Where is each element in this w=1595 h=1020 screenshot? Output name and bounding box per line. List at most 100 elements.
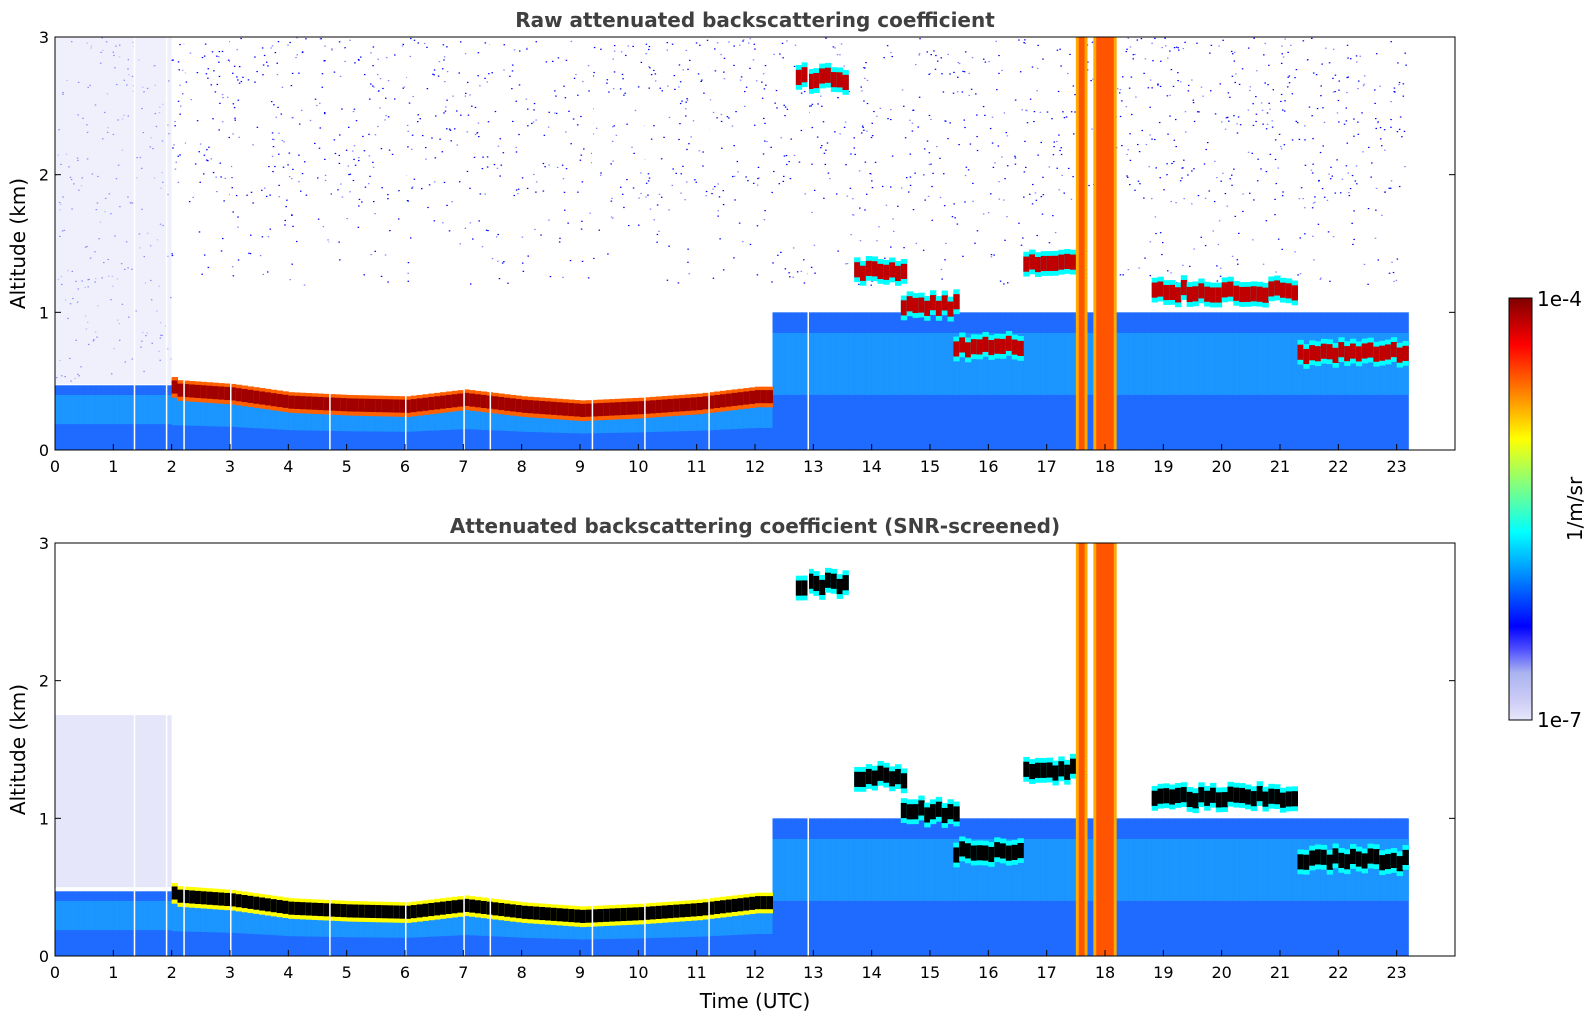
noise-pixel: [361, 201, 363, 203]
noise-pixel: [1353, 238, 1355, 241]
aerosol-band: [1151, 838, 1158, 901]
noise-pixel: [319, 127, 322, 129]
noise-pixel: [548, 164, 550, 166]
aerosol-band: [889, 332, 896, 395]
aerosol-band: [1064, 332, 1071, 395]
noise-pixel: [1167, 133, 1169, 135]
noise-pixel: [1332, 91, 1335, 93]
aerosol-band: [212, 905, 219, 933]
noise-pixel: [1266, 112, 1269, 114]
noise-pixel: [330, 193, 332, 195]
noise-pixel: [790, 138, 792, 140]
noise-pixel: [1193, 248, 1195, 250]
noise-pixel: [259, 255, 262, 257]
noise-pixel: [745, 86, 748, 88]
noise-pixel: [1265, 128, 1268, 130]
aerosol-band: [1210, 838, 1217, 901]
noise-pixel: [324, 158, 326, 160]
aerosol-band: [1320, 332, 1328, 395]
noise-pixel: [339, 134, 341, 136]
noise-pixel: [267, 236, 270, 238]
boundary-layer-top: [673, 398, 680, 412]
aerosol-band: [346, 410, 353, 432]
noise-pixel: [722, 204, 725, 206]
cloud-layer: [1332, 347, 1339, 363]
aerosol-band: [253, 403, 260, 429]
noise-pixel: [218, 61, 220, 63]
aerosol-band: [819, 332, 826, 395]
noise-pixel: [976, 135, 978, 138]
noise-pixel: [174, 125, 176, 127]
noise-pixel: [988, 61, 990, 63]
noise-pixel: [368, 133, 370, 135]
noise-pixel: [927, 195, 930, 197]
noise-pixel: [612, 217, 614, 219]
noise-pixel: [448, 128, 451, 130]
noise-pixel: [419, 118, 421, 120]
noise-pixel: [917, 126, 919, 128]
cloud-layer: [1256, 286, 1263, 302]
aerosol-band: [947, 332, 954, 395]
aerosol-band: [416, 410, 423, 432]
noise-pixel: [873, 110, 875, 113]
noise-pixel: [443, 181, 446, 184]
aerosol-band: [276, 406, 283, 430]
noise-pixel: [1177, 49, 1180, 51]
boundary-layer-top: [405, 399, 412, 413]
noise-pixel: [792, 276, 795, 278]
noise-pixel: [188, 201, 191, 203]
noise-pixel: [513, 49, 516, 51]
cloud-layer: [1338, 342, 1345, 358]
noise-pixel: [860, 86, 862, 88]
cloud-layer: [860, 771, 867, 787]
boundary-layer-top: [580, 909, 587, 923]
aerosol-band: [381, 410, 388, 432]
noise-pixel: [387, 80, 390, 82]
aerosol-band: [335, 409, 342, 432]
x-tick-label: 3: [225, 963, 235, 982]
noise-pixel: [292, 168, 294, 170]
noise-pixel: [931, 219, 934, 221]
noise-pixel: [562, 178, 565, 180]
noise-pixel: [687, 261, 689, 263]
noise-pixel: [777, 254, 779, 256]
noise-pixel: [825, 37, 827, 39]
noise-pixel: [666, 42, 669, 44]
noise-pixel: [277, 41, 280, 43]
noise-pixel: [884, 257, 886, 259]
aerosol-band: [533, 412, 540, 433]
noise-pixel: [749, 38, 752, 40]
noise-pixel: [1036, 67, 1039, 70]
noise-pixel: [864, 209, 866, 211]
cloud-layer: [988, 846, 995, 863]
x-tick-label: 15: [920, 963, 940, 982]
noise-pixel: [723, 78, 726, 80]
noise-pixel: [735, 111, 737, 113]
cloud-layer: [1040, 762, 1048, 778]
boundary-layer-top: [294, 901, 301, 915]
noise-pixel: [385, 115, 387, 117]
noise-pixel: [444, 81, 446, 83]
aerosol-band: [265, 911, 272, 935]
noise-pixel: [1397, 62, 1399, 64]
cloud-layer: [935, 801, 943, 817]
noise-pixel: [783, 155, 786, 157]
noise-pixel: [1346, 76, 1348, 79]
noise-pixel: [1345, 107, 1348, 109]
cloud-layer: [1332, 848, 1339, 864]
noise-pixel: [278, 132, 280, 134]
aerosol-band: [830, 838, 838, 901]
noise-pixel: [886, 45, 889, 47]
aerosol-band: [1361, 332, 1368, 395]
data-gap: [133, 543, 136, 956]
noise-pixel: [1323, 121, 1326, 123]
aerosol-band: [906, 838, 913, 901]
aerosol-band: [877, 332, 884, 395]
noise-pixel: [1294, 251, 1296, 253]
noise-pixel: [265, 195, 268, 198]
noise-pixel: [1310, 169, 1313, 171]
noise-pixel: [933, 50, 935, 52]
noise-pixel: [207, 77, 209, 79]
noise-pixel: [380, 148, 383, 150]
aerosol-band: [935, 838, 943, 901]
